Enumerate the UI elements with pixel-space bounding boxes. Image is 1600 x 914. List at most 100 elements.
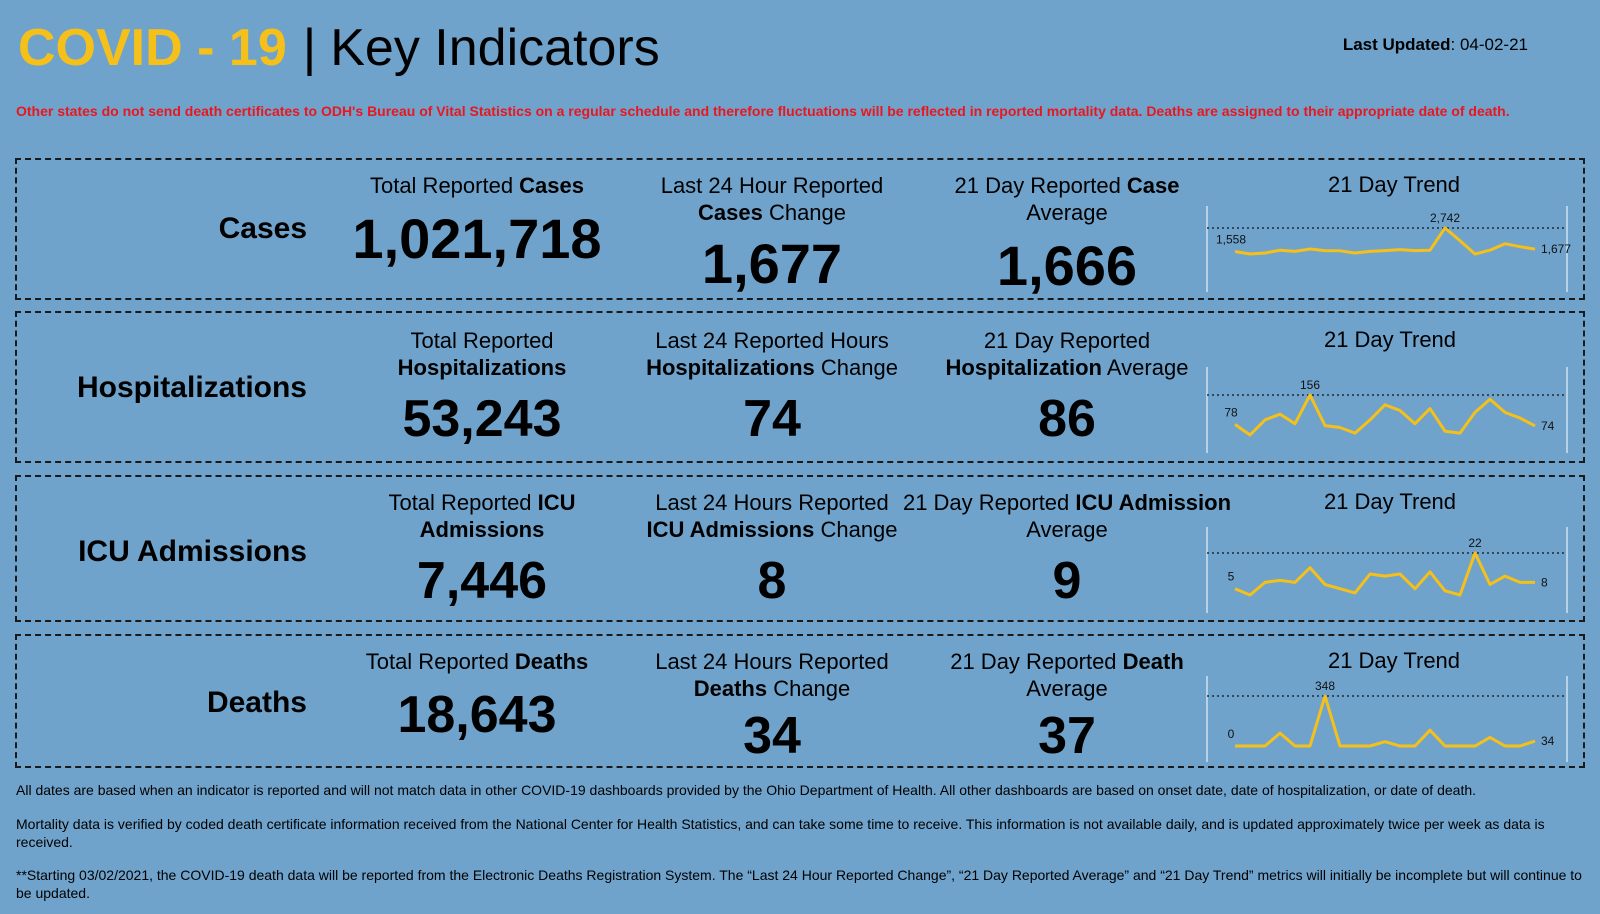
footnote-edrs: **Starting 03/02/2021, the COVID-19 deat… [16, 867, 1582, 901]
metric-label: Total Reported [365, 649, 515, 674]
cases-trend-sparkline: 1,558 2,742 1,677 [1206, 206, 1571, 292]
icu-average-metric: 21 Day Reported ICU Admission Average 9 [902, 489, 1232, 607]
trend-start-label: 0 [1228, 727, 1235, 741]
cases-average-value: 1,666 [996, 234, 1138, 297]
metric-label: Average [1026, 676, 1108, 701]
metric-label: 21 Day Reported [983, 328, 1151, 353]
trend-line [1234, 226, 1536, 256]
metric-label: Average [1026, 200, 1108, 225]
hospitalizations-change-value: 74 [743, 390, 801, 448]
metric-label-bold: Admissions [419, 517, 545, 542]
row-label-deaths: Deaths [206, 686, 307, 719]
mortality-warning: Other states do not send death certifica… [16, 103, 1510, 119]
last-updated-value: : 04-02-21 [1450, 35, 1529, 54]
metric-label: Average [1102, 355, 1189, 380]
metric-label: Total Reported [410, 328, 554, 353]
footnote-dates: All dates are based when an indicator is… [16, 782, 1477, 798]
metric-label: Change [762, 200, 847, 225]
metric-label-bold: Cases [519, 173, 585, 198]
metric-label-bold: ICU [537, 490, 576, 515]
trend-start-label: 1,558 [1216, 232, 1246, 246]
metric-label-bold: Deaths [693, 676, 768, 701]
trend-peak-label: 2,742 [1430, 211, 1460, 225]
metric-label: Last 24 Reported Hours [655, 328, 889, 353]
dashboard-title: COVID - 19 | Key Indicators [18, 18, 660, 78]
last-updated: Last Updated: 04-02-21 [1343, 35, 1528, 55]
trend-peak-label: 156 [1300, 378, 1320, 392]
trend-title-hospitalizations: 21 Day Trend [1323, 327, 1457, 352]
deaths-change-value: 34 [743, 707, 801, 765]
total-icu-metric: Total Reported ICU Admissions 7,446 [317, 489, 647, 607]
trend-end-label: 74 [1541, 419, 1555, 433]
metric-label: Last 24 Hour Reported [660, 173, 884, 198]
metric-label: Last 24 Hours Reported [655, 490, 889, 515]
metric-label: Change [767, 676, 851, 701]
metric-label: 21 Day Reported [954, 173, 1127, 198]
trend-line [1235, 694, 1536, 748]
row-label-hospitalizations: Hospitalizations [76, 371, 307, 404]
deaths-trend-sparkline: 0 348 34 [1206, 676, 1568, 762]
metric-label-bold: Hospitalization [945, 355, 1102, 380]
metric-label-bold: Hospitalizations [397, 355, 567, 380]
total-hospitalizations-metric: Total Reported Hospitalizations 53,243 [317, 327, 647, 445]
icu-panel: ICU Admissions Total Reported ICU Admiss… [15, 475, 1585, 622]
trend-end-label: 8 [1541, 575, 1548, 589]
trend-line [1234, 393, 1536, 437]
trend-title-cases: 21 Day Trend [1327, 172, 1461, 197]
hospitalizations-change-metric: Last 24 Reported Hours Hospitalizations … [607, 327, 937, 445]
deaths-average-metric: 21 Day Reported Death Average 37 [902, 648, 1232, 762]
row-label-cases: Cases [218, 212, 307, 245]
metric-label-bold: Hospitalizations [646, 355, 815, 380]
icu-trend-sparkline: 5 22 8 [1206, 527, 1568, 613]
total-deaths-value: 18,643 [397, 686, 557, 744]
icu-change-metric: Last 24 Hours Reported ICU Admissions Ch… [607, 489, 937, 607]
title-separator: | [302, 19, 317, 77]
metric-label-bold: ICU Admission [1075, 490, 1232, 515]
total-cases-metric: Total Reported Cases 1,021,718 [317, 172, 637, 267]
hospitalizations-panel: Hospitalizations Total Reported Hospital… [15, 311, 1585, 463]
metric-label-bold: Death [1122, 649, 1184, 674]
trend-peak-label: 22 [1468, 536, 1482, 550]
trend-line [1234, 551, 1535, 597]
hospitalizations-average-value: 86 [1038, 390, 1096, 448]
cases-change-value: 1,677 [701, 232, 843, 295]
metric-label-bold: Deaths [514, 649, 589, 674]
metric-label: 21 Day Reported [902, 490, 1076, 515]
trend-title-icu: 21 Day Trend [1323, 489, 1457, 514]
trend-peak-label: 348 [1315, 679, 1335, 693]
trend-end-label: 1,677 [1541, 242, 1571, 256]
total-cases-value: 1,021,718 [352, 207, 602, 270]
metric-label-bold: Cases [697, 200, 763, 225]
metric-label: Total Reported [369, 173, 520, 198]
metric-label-bold: Case [1126, 173, 1180, 198]
metric-label: Total Reported [388, 490, 538, 515]
icu-average-value: 9 [1052, 552, 1082, 610]
title-key-indicators: Key Indicators [330, 19, 660, 77]
total-icu-value: 7,446 [416, 552, 548, 610]
metric-label: 21 Day Reported [950, 649, 1123, 674]
deaths-change-metric: Last 24 Hours Reported Deaths Change 34 [607, 648, 937, 762]
metric-label: Last 24 Hours Reported [655, 649, 889, 674]
cases-average-metric: 21 Day Reported Case Average 1,666 [902, 172, 1232, 294]
metric-label: Change [814, 355, 898, 380]
row-label-icu: ICU Admissions [78, 535, 307, 568]
deaths-average-value: 37 [1038, 707, 1096, 765]
last-updated-label: Last Updated [1342, 35, 1451, 54]
trend-start-label: 5 [1228, 570, 1235, 584]
trend-title-deaths: 21 Day Trend [1327, 648, 1461, 673]
trend-end-label: 34 [1541, 734, 1555, 748]
deaths-panel: Deaths Total Reported Deaths 18,643 Last… [15, 634, 1585, 768]
hospitalizations-trend-sparkline: 78 156 74 [1206, 367, 1568, 453]
metric-label: Change [814, 517, 898, 542]
trend-start-label: 78 [1224, 405, 1238, 419]
footnote-mortality: Mortality data is verified by coded deat… [16, 816, 1545, 850]
metric-label: Average [1026, 517, 1108, 542]
total-deaths-metric: Total Reported Deaths 18,643 [317, 648, 637, 741]
cases-panel: Cases Total Reported Cases 1,021,718 Las… [15, 158, 1585, 300]
total-hospitalizations-value: 53,243 [402, 390, 562, 448]
metric-label-bold: ICU Admissions [646, 517, 815, 542]
cases-change-metric: Last 24 Hour Reported Cases Change 1,677 [607, 172, 937, 292]
hospitalizations-average-metric: 21 Day Reported Hospitalization Average … [902, 327, 1232, 445]
icu-change-value: 8 [757, 552, 787, 610]
title-covid: COVID - 19 [18, 19, 287, 77]
